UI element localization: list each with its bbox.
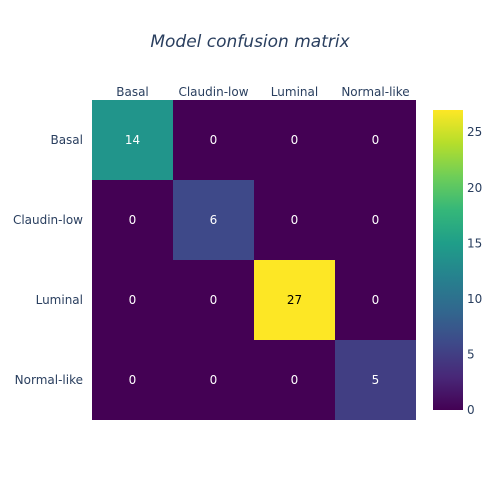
heatmap-cell	[173, 260, 254, 340]
colorbar-tick-label: 20	[467, 181, 482, 195]
cell-value-label: 0	[210, 133, 218, 147]
colorbar-tick-label: 15	[467, 236, 482, 250]
colorbar: 0 5 10 15 20 25	[433, 110, 482, 417]
heatmap-cells: 14 0 0 0 0 6 0 0 0 0 27 0 0 0 0 5	[92, 100, 416, 420]
heatmap-cell	[335, 180, 416, 260]
heatmap-cell	[335, 100, 416, 180]
cell-value-label: 0	[129, 293, 137, 307]
heatmap-cell	[92, 180, 173, 260]
cell-value-label: 0	[291, 213, 299, 227]
cell-value-label: 0	[291, 373, 299, 387]
cell-value-label: 0	[210, 373, 218, 387]
colorbar-tick-label: 0	[467, 403, 475, 417]
heatmap-cell	[335, 340, 416, 420]
cell-value-label: 0	[210, 293, 218, 307]
cell-value-label: 6	[210, 213, 218, 227]
y-tick-label: Basal	[50, 133, 83, 147]
cell-value-label: 5	[372, 373, 380, 387]
heatmap-cell	[254, 340, 335, 420]
cell-value-label: 0	[129, 213, 137, 227]
colorbar-tick-label: 25	[467, 125, 482, 139]
heatmap-cell	[92, 340, 173, 420]
cell-value-label: 14	[125, 133, 140, 147]
cell-value-label: 0	[372, 133, 380, 147]
heatmap-cell	[254, 260, 335, 340]
heatmap-cell	[173, 100, 254, 180]
y-tick-label: Normal-like	[15, 373, 83, 387]
heatmap-cell	[254, 180, 335, 260]
heatmap-cell	[335, 260, 416, 340]
heatmap-cell	[173, 180, 254, 260]
cell-value-label: 0	[291, 133, 299, 147]
heatmap-cell	[92, 100, 173, 180]
chart-title: Model confusion matrix	[150, 32, 350, 52]
heatmap-cell	[173, 340, 254, 420]
x-axis-ticks: Basal Claudin-low Luminal Normal-like	[116, 85, 409, 99]
y-tick-label: Claudin-low	[13, 213, 83, 227]
cell-value-label: 27	[287, 293, 302, 307]
cell-value-label: 0	[129, 373, 137, 387]
cell-value-label: 0	[372, 213, 380, 227]
cell-value-label: 0	[372, 293, 380, 307]
colorbar-gradient	[433, 110, 463, 410]
heatmap-cell	[254, 100, 335, 180]
y-axis-ticks: Basal Claudin-low Luminal Normal-like	[13, 133, 83, 387]
colorbar-tick-label: 5	[467, 347, 475, 361]
x-tick-label: Claudin-low	[178, 85, 248, 99]
heatmap-cell	[92, 260, 173, 340]
x-tick-label: Normal-like	[341, 85, 409, 99]
colorbar-tick-label: 10	[467, 292, 482, 306]
x-tick-label: Basal	[116, 85, 149, 99]
x-tick-label: Luminal	[271, 85, 318, 99]
y-tick-label: Luminal	[36, 293, 83, 307]
